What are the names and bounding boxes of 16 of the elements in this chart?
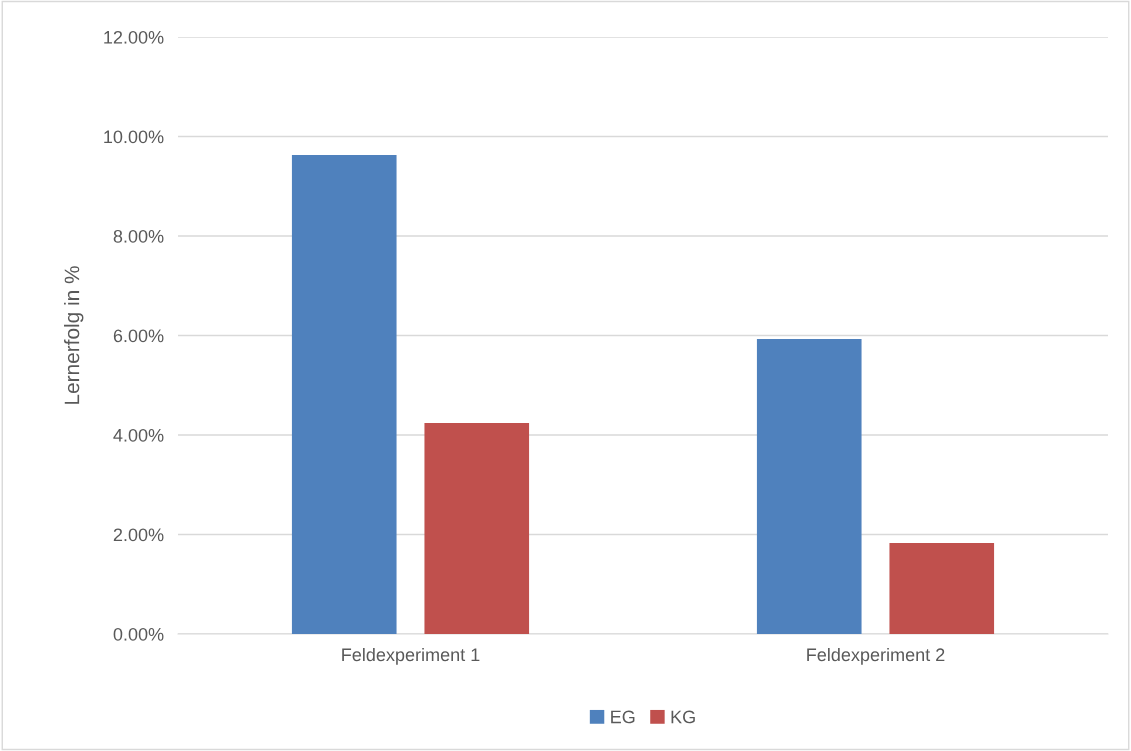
y-tick-label: 6.00% — [113, 329, 164, 343]
legend-label: EG — [611, 710, 635, 724]
bar — [291, 154, 397, 634]
bar — [424, 423, 530, 634]
bar — [756, 338, 862, 634]
y-tick-label: 12.00% — [104, 30, 164, 44]
legend-label: KG — [671, 710, 695, 724]
y-tick-label: 2.00% — [113, 528, 164, 542]
y-axis-title: Lernerfolg in % — [64, 266, 84, 404]
x-tick-label: Feldexperiment 2 — [807, 647, 945, 665]
bar — [889, 542, 995, 634]
y-tick-label: 0.00% — [113, 627, 164, 641]
y-tick-label: 10.00% — [104, 130, 164, 144]
x-tick-label: Feldexperiment 1 — [342, 647, 480, 665]
y-tick-label: 4.00% — [113, 428, 164, 442]
y-tick-label: 8.00% — [113, 229, 164, 243]
